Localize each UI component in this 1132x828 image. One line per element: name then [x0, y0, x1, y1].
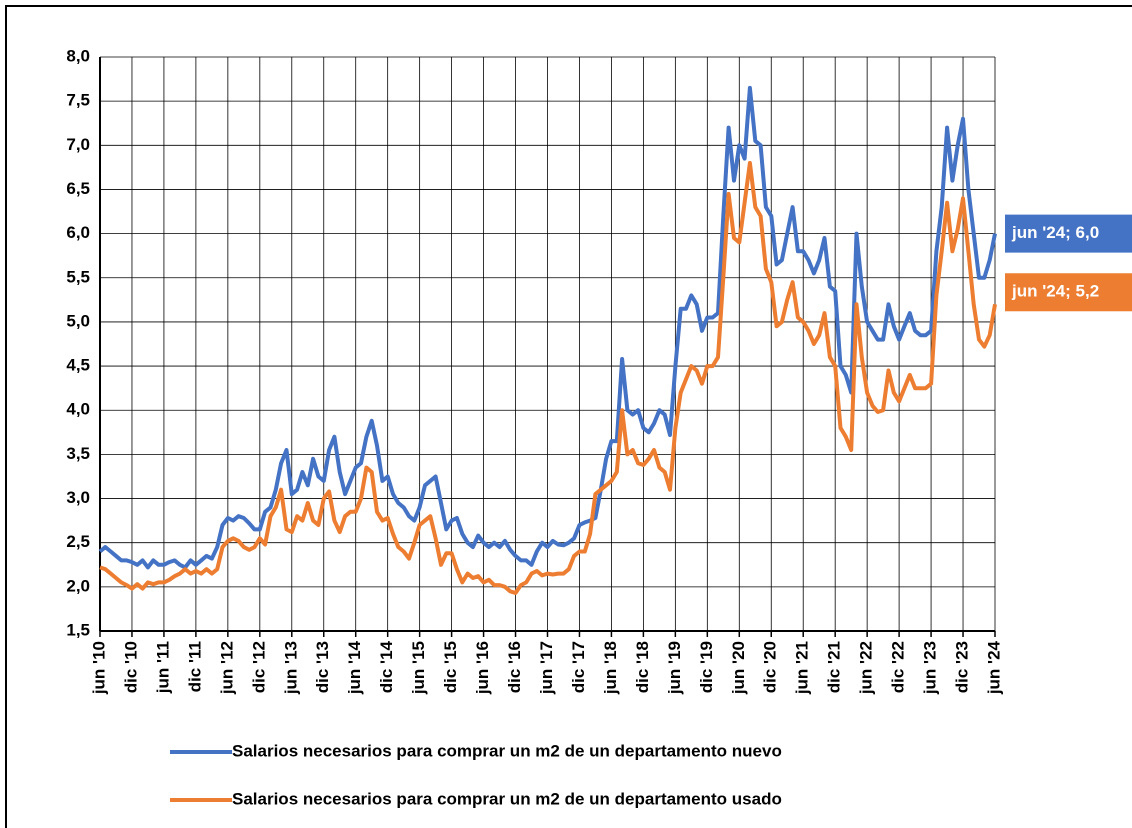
x-tick-label: jun '22	[857, 641, 876, 695]
x-tick-label: dic '23	[953, 641, 972, 693]
x-tick-label: jun '11	[153, 641, 172, 694]
y-tick-label: 2,5	[66, 532, 90, 551]
x-tick-label: jun '24	[984, 640, 1003, 695]
x-tick-label: jun '20	[729, 641, 748, 695]
y-tick-label: 3,5	[66, 444, 90, 463]
x-tick-label: dic '20	[761, 641, 780, 693]
y-tick-label: 4,5	[66, 356, 90, 375]
x-tick-label: jun '17	[537, 641, 556, 695]
x-tick-label: jun '16	[473, 641, 492, 695]
series-line	[99, 161, 997, 595]
y-tick-label: 7,0	[66, 135, 90, 154]
annotation-box	[1005, 273, 1132, 312]
x-tick-label: jun '23	[921, 641, 940, 695]
y-tick-label: 5,0	[66, 311, 90, 330]
y-tick-label: 1,5	[66, 620, 90, 639]
annotation-label: jun '24; 5,2	[1011, 282, 1099, 301]
x-tick-label: jun '18	[601, 641, 620, 695]
y-tick-label: 6,0	[66, 223, 90, 242]
x-tick-label: dic '15	[441, 641, 460, 693]
x-tick-label: dic '22	[889, 641, 908, 693]
x-tick-label: dic '14	[377, 640, 396, 693]
x-tick-label: jun '15	[409, 641, 428, 695]
y-tick-label: 2,0	[66, 576, 90, 595]
x-tick-label: dic '17	[569, 641, 588, 693]
x-tick-label: jun '13	[281, 641, 300, 695]
x-tick-label: dic '16	[505, 641, 524, 693]
y-tick-label: 7,5	[66, 91, 90, 110]
x-tick-label: jun '12	[217, 641, 236, 695]
x-tick-label: dic '10	[121, 641, 140, 693]
x-tick-label: jun '21	[793, 641, 812, 695]
legend-label: Salarios necesarios para comprar un m2 d…	[232, 741, 782, 760]
annotation-box	[1005, 214, 1132, 253]
y-tick-label: 3,0	[66, 488, 90, 507]
chart-frame	[5, 5, 1132, 828]
x-tick-label: jun '10	[89, 641, 108, 695]
x-tick-label: jun '14	[345, 640, 364, 695]
x-tick-label: dic '18	[633, 641, 652, 693]
series-line	[98, 85, 997, 570]
y-tick-label: 5,5	[66, 267, 90, 286]
x-tick-label: dic '12	[249, 641, 268, 693]
legend-label: Salarios necesarios para comprar un m2 d…	[232, 789, 782, 808]
x-tick-label: jun '19	[665, 641, 684, 695]
y-tick-label: 4,0	[66, 400, 90, 419]
x-tick-label: dic '19	[697, 641, 716, 693]
x-tick-label: dic '21	[825, 641, 844, 693]
x-tick-label: dic '11	[185, 641, 204, 692]
annotation-label: jun '24; 6,0	[1011, 223, 1099, 242]
y-tick-label: 6,5	[66, 179, 90, 198]
x-tick-label: dic '13	[313, 641, 332, 693]
y-tick-label: 8,0	[66, 46, 90, 65]
